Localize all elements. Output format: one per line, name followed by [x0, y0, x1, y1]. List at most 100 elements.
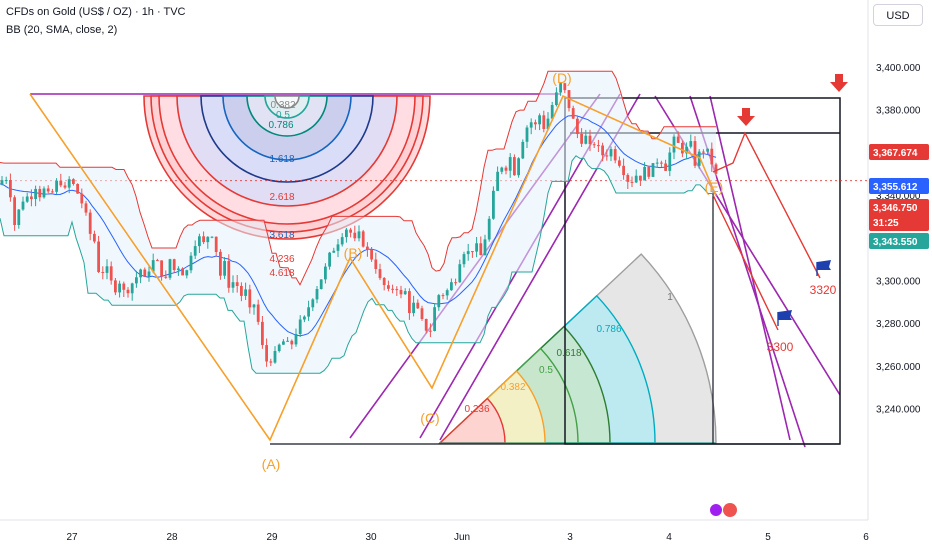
- bb-fill: [0, 71, 716, 374]
- candle-body: [378, 269, 382, 279]
- candle-body: [227, 261, 231, 288]
- candle-body: [605, 155, 609, 157]
- candle-body: [160, 260, 163, 277]
- candle-body: [492, 190, 495, 219]
- candle-body: [282, 341, 285, 345]
- candle-body: [412, 302, 415, 314]
- candle-body: [429, 330, 432, 332]
- candle-body: [450, 282, 453, 291]
- time-tick-label: 29: [266, 532, 278, 543]
- currency-button[interactable]: USD: [873, 4, 923, 26]
- target-label-3320: 3320: [810, 283, 837, 297]
- candle-body: [676, 136, 680, 143]
- candle-body: [273, 351, 277, 363]
- candle-body: [361, 231, 365, 247]
- candle-body: [639, 175, 642, 181]
- price-badges: 3,367.674 3,355.612 3,346.750 31:25 3,343.55…: [869, 144, 929, 249]
- candle-body: [202, 236, 205, 243]
- candle-body: [592, 144, 596, 146]
- flag-icon: [817, 260, 831, 270]
- candle-body: [643, 167, 646, 181]
- candle-body: [319, 279, 323, 289]
- candle-body: [403, 291, 407, 295]
- price-badge: [869, 144, 929, 160]
- candle-body: [84, 203, 88, 213]
- candle-body: [500, 167, 504, 172]
- candle-body: [122, 283, 126, 290]
- annotations-layer: 0.3820.50.7861.6182.6183.6184.2364.6180.…: [29, 70, 848, 517]
- candle-body: [613, 149, 617, 161]
- price-badge-label: 3,346.750: [873, 203, 918, 214]
- candle-body: [441, 295, 445, 297]
- candle-body: [416, 302, 420, 309]
- candle-body: [387, 285, 390, 289]
- candle-body: [349, 229, 352, 233]
- indicator-legend[interactable]: BB (20, SMA, close, 2): [6, 24, 118, 36]
- candle-body: [550, 105, 554, 119]
- candle-body: [525, 127, 529, 142]
- candle-body: [584, 135, 588, 144]
- candle-body: [139, 269, 142, 278]
- candle-body: [240, 286, 243, 296]
- candle-body: [46, 188, 50, 192]
- bb-lower-line: [0, 155, 716, 374]
- price-tick-label: 3,340.000: [876, 191, 921, 202]
- flash-event-icon: [710, 504, 722, 516]
- candle-body: [219, 251, 222, 276]
- candle-body: [366, 246, 369, 250]
- candle-body: [9, 180, 12, 198]
- candle-body: [72, 179, 75, 184]
- candle-body: [508, 157, 512, 171]
- candle-body: [168, 259, 172, 278]
- candle-body: [399, 289, 403, 295]
- wave-path: [29, 93, 717, 442]
- wave-label: (B): [344, 245, 363, 261]
- candle-body: [265, 345, 268, 362]
- fib-arc-label: 1.618: [269, 154, 294, 165]
- bb-upper-line: [0, 70, 716, 286]
- fib-arc-label: 4.618: [269, 268, 294, 279]
- candle-body: [38, 188, 42, 198]
- candle-body: [193, 246, 197, 256]
- candle-body: [454, 282, 457, 284]
- fib-arc-label: 3.618: [269, 230, 294, 241]
- candle-body: [475, 243, 478, 252]
- candle-body: [172, 259, 176, 270]
- candle-body: [290, 340, 294, 345]
- candle-body: [63, 185, 67, 188]
- symbol-title[interactable]: CFDs on Gold (US$ / OZ) · 1h · TVC: [6, 6, 186, 18]
- candle-body: [437, 295, 441, 308]
- candle-body: [51, 191, 54, 193]
- fib-arc-label: 0.786: [268, 120, 293, 131]
- candle-body: [101, 272, 105, 273]
- candle-body: [235, 282, 239, 286]
- candle-body: [521, 141, 525, 159]
- candle-body: [135, 277, 138, 284]
- candle-body: [630, 181, 634, 183]
- time-tick-label: 30: [365, 532, 377, 543]
- candle-body: [244, 289, 247, 296]
- candle-body: [88, 212, 92, 234]
- time-axis[interactable]: 27 28 29 30 Jun 3 4 5 6: [66, 532, 869, 543]
- candle-body: [576, 118, 579, 134]
- price-tick-label: 3,300.000: [876, 277, 921, 288]
- candle-body: [651, 163, 655, 177]
- time-tick-label: 6: [863, 532, 869, 543]
- candle-body: [256, 304, 260, 322]
- candle-body: [601, 145, 604, 156]
- fib-fan-label: 0.382: [500, 382, 525, 393]
- candle-body: [697, 151, 701, 166]
- candle-body: [210, 236, 214, 238]
- flag-icon: [778, 310, 792, 320]
- candle-body: [185, 270, 189, 276]
- candle-body: [147, 271, 151, 277]
- candle-body: [710, 148, 714, 165]
- wave-label: (E): [705, 179, 724, 195]
- fib-fan-label: 0.5: [539, 365, 553, 376]
- candle-body: [395, 289, 399, 291]
- fib-arc-label: 4.236: [269, 254, 294, 265]
- candle-body: [93, 233, 96, 242]
- candle-body: [420, 308, 424, 319]
- candle-body: [555, 92, 558, 105]
